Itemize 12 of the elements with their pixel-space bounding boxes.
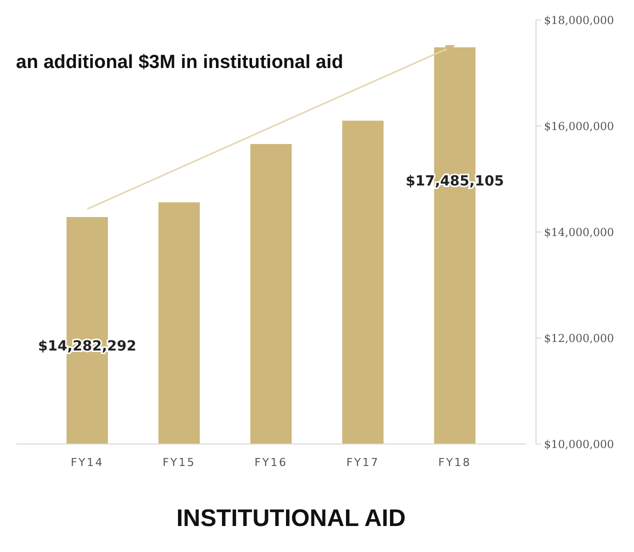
y-tick-label: $14,000,000 <box>544 226 614 239</box>
y-tick-label: $18,000,000 <box>544 14 614 27</box>
annotation: an additional $3M in institutional aid <box>16 52 344 73</box>
x-tick-label: FY16 <box>254 456 288 469</box>
y-tick-label: $16,000,000 <box>544 120 614 133</box>
y-tick-label: $10,000,000 <box>544 438 614 451</box>
text: INSTITUTIONAL AID <box>176 505 406 532</box>
x-tick-label: FY15 <box>162 456 196 469</box>
x-tick-label: FY18 <box>438 456 472 469</box>
x-tick-label: FY14 <box>70 456 104 469</box>
x-tick-label: FY17 <box>346 456 380 469</box>
y-tick-label: $12,000,000 <box>544 332 614 345</box>
